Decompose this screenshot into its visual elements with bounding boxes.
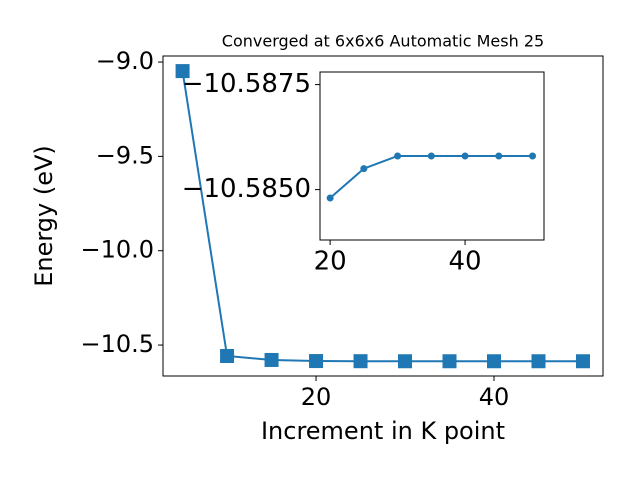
marker xyxy=(175,64,190,79)
y-tick-label: −10.5850 xyxy=(182,174,311,204)
series-line xyxy=(181,70,583,363)
marker xyxy=(394,152,402,160)
chart-title: Converged at 6x6x6 Automatic Mesh 25 xyxy=(222,32,544,51)
marker xyxy=(531,354,546,369)
marker xyxy=(575,354,590,369)
y-axis-label: Energy (eV) xyxy=(30,145,58,287)
y-tick-label: −9.5 xyxy=(96,141,154,169)
x-tick-label: 40 xyxy=(449,247,482,277)
marker xyxy=(264,352,279,367)
marker xyxy=(442,354,457,369)
marker xyxy=(427,152,435,160)
marker xyxy=(529,152,537,160)
marker xyxy=(353,354,368,369)
y-tick-label: −10.0 xyxy=(80,236,154,264)
y-tick-label: −10.5875 xyxy=(182,69,311,99)
y-tick-label: −9.0 xyxy=(96,47,154,75)
x-axis-label: Increment in K point xyxy=(261,417,505,445)
x-tick-label: 20 xyxy=(301,383,332,411)
marker xyxy=(360,165,368,173)
marker xyxy=(309,354,324,369)
marker xyxy=(398,354,413,369)
x-tick-label: 20 xyxy=(314,247,347,277)
marker xyxy=(487,354,502,369)
marker xyxy=(461,152,469,160)
marker xyxy=(326,194,334,202)
marker xyxy=(220,349,235,363)
y-tick-label: −10.5 xyxy=(80,330,154,358)
marker xyxy=(495,152,503,160)
x-tick-label: 40 xyxy=(479,383,510,411)
